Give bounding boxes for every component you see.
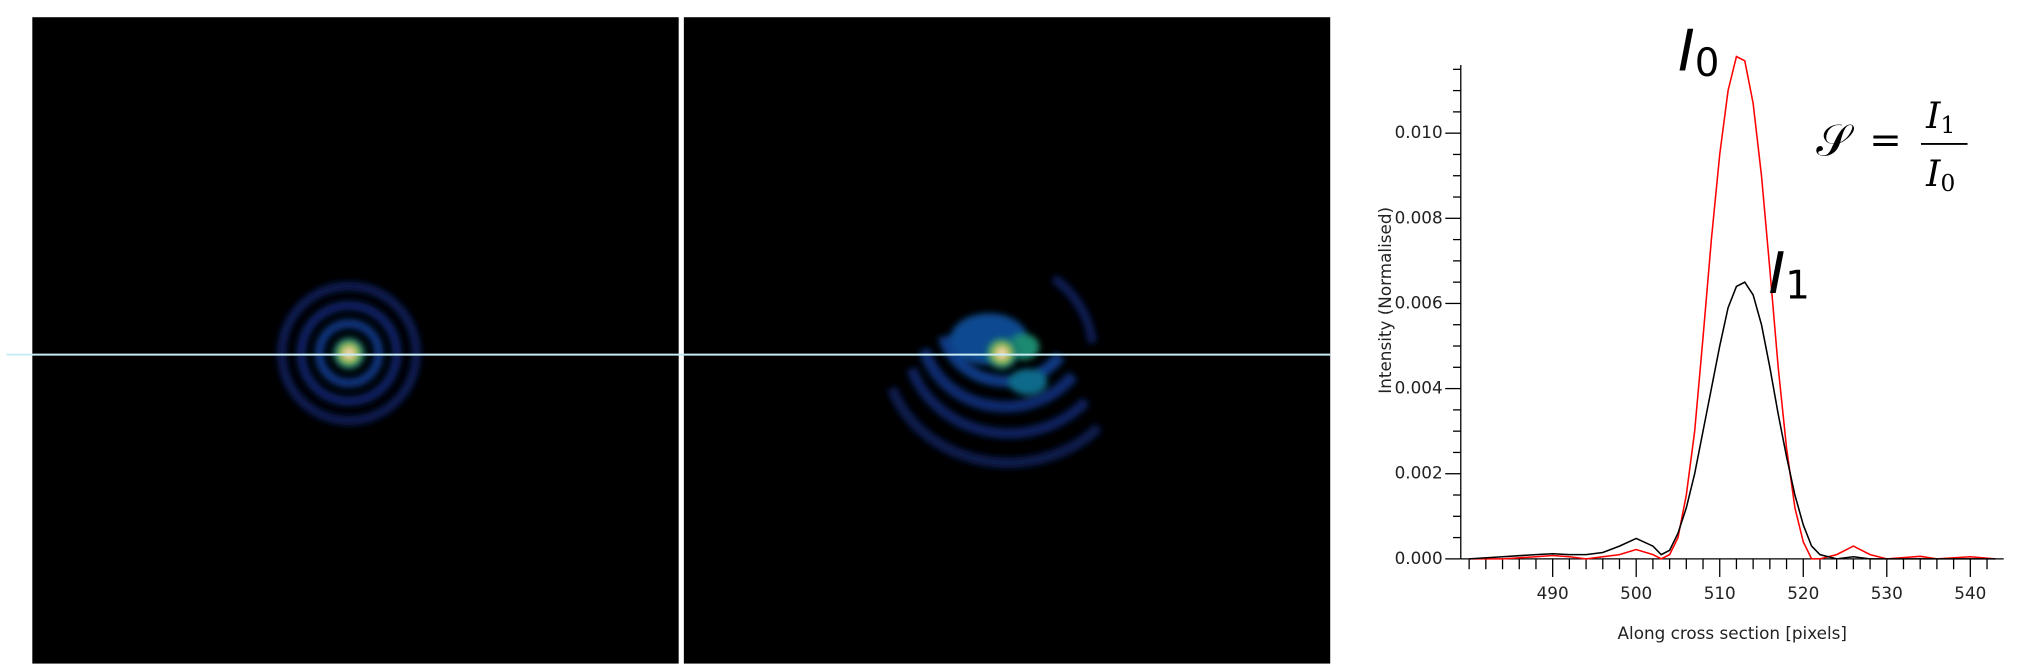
y-tick-label: 0.000 (1395, 548, 1443, 568)
curve-label: I1 (1768, 241, 1809, 308)
y-tick-label: 0.008 (1395, 207, 1443, 227)
x-tick-label: 500 (1620, 583, 1652, 603)
psf-aberrated (887, 274, 1103, 468)
curve-label-main: I (1678, 18, 1695, 84)
series-line (1469, 55, 1996, 560)
y-tick-label: 0.004 (1395, 378, 1443, 398)
x-axis-title: Along cross section [pixels] (1618, 623, 1847, 643)
formula-den-sub: 0 (1940, 169, 1955, 196)
y-tick-label: 0.002 (1395, 463, 1443, 483)
formula-den-main: I (1925, 152, 1941, 195)
curve-label-sub: 1 (1785, 263, 1810, 308)
x-tick-label: 540 (1954, 583, 1986, 603)
psf-ideal (277, 281, 421, 426)
formula-num-main: I (1925, 94, 1941, 137)
formula-num: I1 (1925, 94, 1955, 139)
curve-label-main: I (1768, 241, 1785, 307)
y-tick-label: 0.006 (1395, 292, 1443, 312)
x-tick-label: 490 (1537, 583, 1569, 603)
formula-num-sub: 1 (1940, 111, 1955, 138)
series-line (1469, 281, 1996, 560)
formula-lhs: 𝒮 (1816, 115, 1854, 166)
x-tick-label: 520 (1787, 583, 1819, 603)
x-tick-label: 530 (1871, 583, 1903, 603)
curve-label-sub: 0 (1695, 41, 1720, 86)
formula-den: I0 (1925, 152, 1955, 197)
y-axis-title: Intensity (Normalised) (1375, 207, 1395, 394)
curve-label: I0 (1678, 18, 1719, 85)
formula-eq: = (1869, 118, 1901, 163)
x-tick-label: 510 (1704, 583, 1736, 603)
y-tick-label: 0.010 (1395, 122, 1443, 142)
